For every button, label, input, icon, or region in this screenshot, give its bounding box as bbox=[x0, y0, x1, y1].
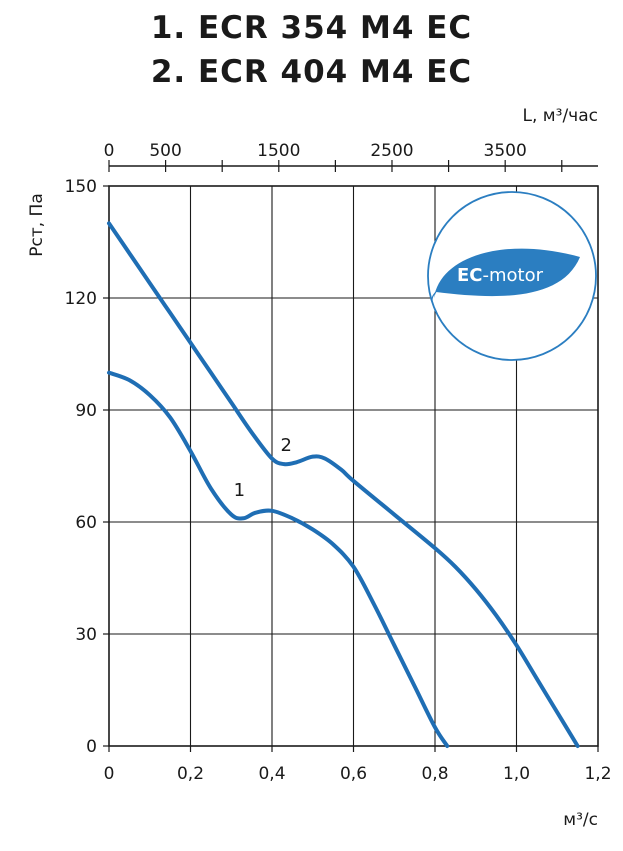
x-tick-label: 1,0 bbox=[503, 764, 530, 784]
top-axis-label: L, м³/час bbox=[523, 106, 598, 126]
top-tick-label: 1500 bbox=[257, 141, 300, 161]
curve-1 bbox=[107, 370, 450, 748]
top-tick-label: 500 bbox=[149, 141, 181, 161]
y-tick-label: 90 bbox=[75, 401, 97, 421]
y-tick-label: 0 bbox=[86, 737, 97, 757]
curve-2 bbox=[107, 221, 580, 748]
x-tick-label: 0,4 bbox=[258, 764, 285, 784]
chart-title-line-2: 2. ECR 404 M4 EC bbox=[150, 54, 473, 90]
top-tick-label: 3500 bbox=[484, 141, 527, 161]
curve-label-2: 2 bbox=[281, 435, 292, 456]
svg-text:EC-motor: EC-motor bbox=[457, 265, 544, 286]
x-tick-label: 0 bbox=[104, 764, 115, 784]
ec-motor-leaf-icon bbox=[434, 248, 580, 298]
fan-curves: 12 bbox=[107, 221, 580, 748]
y-tick-label: 60 bbox=[75, 513, 97, 533]
top-tick-label: 0 bbox=[104, 141, 115, 161]
ec-motor-leaf-stem-icon bbox=[431, 291, 437, 305]
y-tick-label: 150 bbox=[65, 177, 97, 197]
ec-motor-badge: EC-motor bbox=[427, 191, 597, 361]
chart-title-line-1: 1. ECR 354 M4 EC bbox=[150, 10, 473, 46]
x-tick-label: 0,6 bbox=[340, 764, 367, 784]
x-tick-label: 0,2 bbox=[177, 764, 204, 784]
curve-label-1: 1 bbox=[234, 480, 245, 501]
top-tick-label: 2500 bbox=[370, 141, 413, 161]
x-tick-label: 1,2 bbox=[584, 764, 611, 784]
y-axis-label: Рст, Па bbox=[27, 193, 47, 257]
badge-text-bold: EC bbox=[457, 265, 483, 286]
y-tick-label: 30 bbox=[75, 625, 97, 645]
badge-text-rest: -motor bbox=[483, 265, 544, 286]
x-tick-label: 0,8 bbox=[421, 764, 448, 784]
y-tick-label: 120 bbox=[65, 289, 97, 309]
x-axis-label: м³/с bbox=[563, 810, 598, 830]
